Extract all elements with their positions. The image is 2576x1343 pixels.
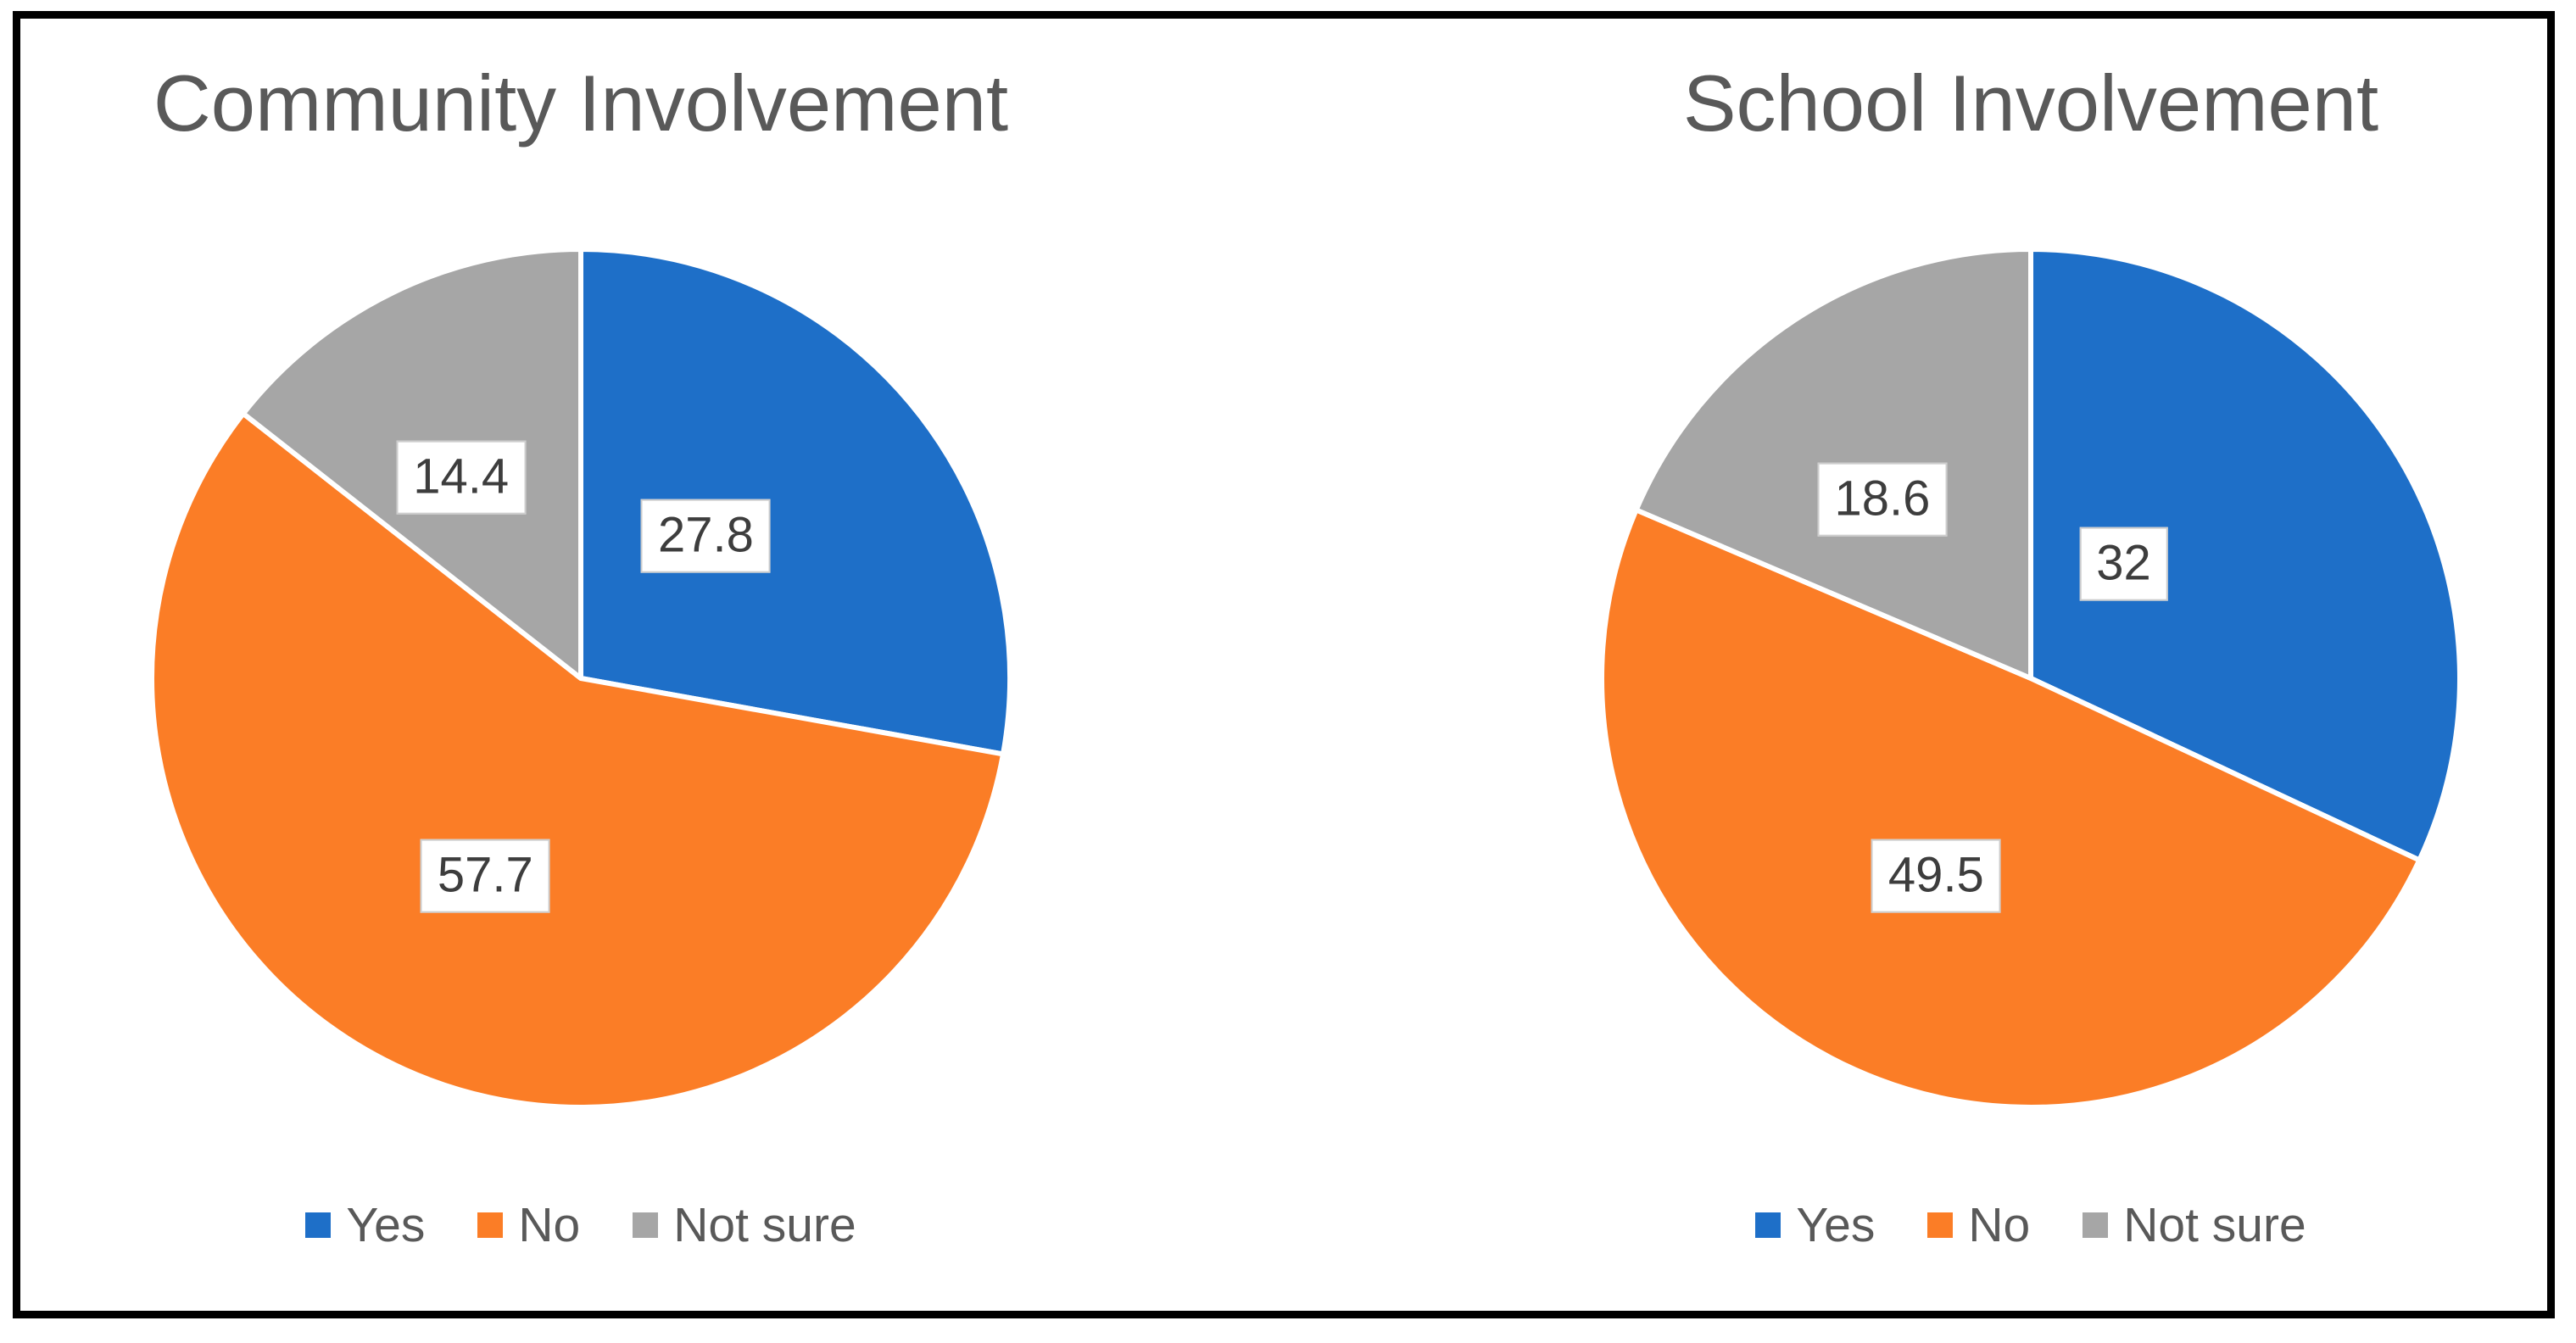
legend-swatch-no	[1927, 1212, 1954, 1238]
legend-label: Yes	[1796, 1198, 1876, 1252]
legend-item-yes: Yes	[1755, 1197, 1875, 1253]
data-label-no: 57.7	[420, 839, 550, 913]
data-label-not-sure: 18.6	[1817, 462, 1948, 537]
pie-slice-yes	[2028, 247, 2462, 863]
legend-label: Not sure	[2123, 1198, 2306, 1252]
chart-school-involvement: School Involvement 32 49.5 18.6 Yes No Not s…	[1452, 0, 2576, 1343]
pie-chart	[1599, 247, 2462, 1110]
legend-swatch-not-sure	[2083, 1212, 2109, 1238]
legend-label: Yes	[346, 1198, 426, 1252]
legend-item-yes: Yes	[305, 1197, 425, 1253]
data-label-no: 49.5	[1871, 839, 2001, 913]
pie-chart	[148, 247, 1012, 1110]
data-label-yes: 27.8	[641, 499, 771, 573]
legend-label: No	[518, 1198, 581, 1252]
legend-item-no: No	[477, 1197, 580, 1253]
pie-school: 32 49.5 18.6	[1597, 244, 2465, 1112]
pie-slice-no	[148, 410, 1006, 1110]
legend-swatch-yes	[305, 1212, 332, 1238]
legend-item-no: No	[1927, 1197, 2030, 1253]
data-label-not-sure: 14.4	[396, 441, 527, 515]
chart-community-involvement: Community Involvement 27.8 57.7 14.4 Yes No…	[2, 0, 1160, 1343]
pie-slice-yes	[578, 247, 1012, 757]
legend-swatch-yes	[1755, 1212, 1781, 1238]
legend-swatch-not-sure	[633, 1212, 659, 1238]
legend-swatch-no	[477, 1212, 504, 1238]
legend-label: Not sure	[673, 1198, 856, 1252]
legend: Yes No Not sure	[2, 1197, 1160, 1253]
legend-item-not-sure: Not sure	[2083, 1197, 2306, 1253]
chart-title: School Involvement	[1682, 59, 2379, 148]
chart-title: Community Involvement	[153, 59, 1009, 148]
legend-item-not-sure: Not sure	[633, 1197, 856, 1253]
legend: Yes No Not sure	[1452, 1197, 2576, 1253]
pie-slice-no	[1599, 507, 2423, 1110]
legend-label: No	[1968, 1198, 2031, 1252]
pie-community: 27.8 57.7 14.4	[147, 244, 1015, 1112]
data-label-yes: 32	[2079, 527, 2168, 601]
